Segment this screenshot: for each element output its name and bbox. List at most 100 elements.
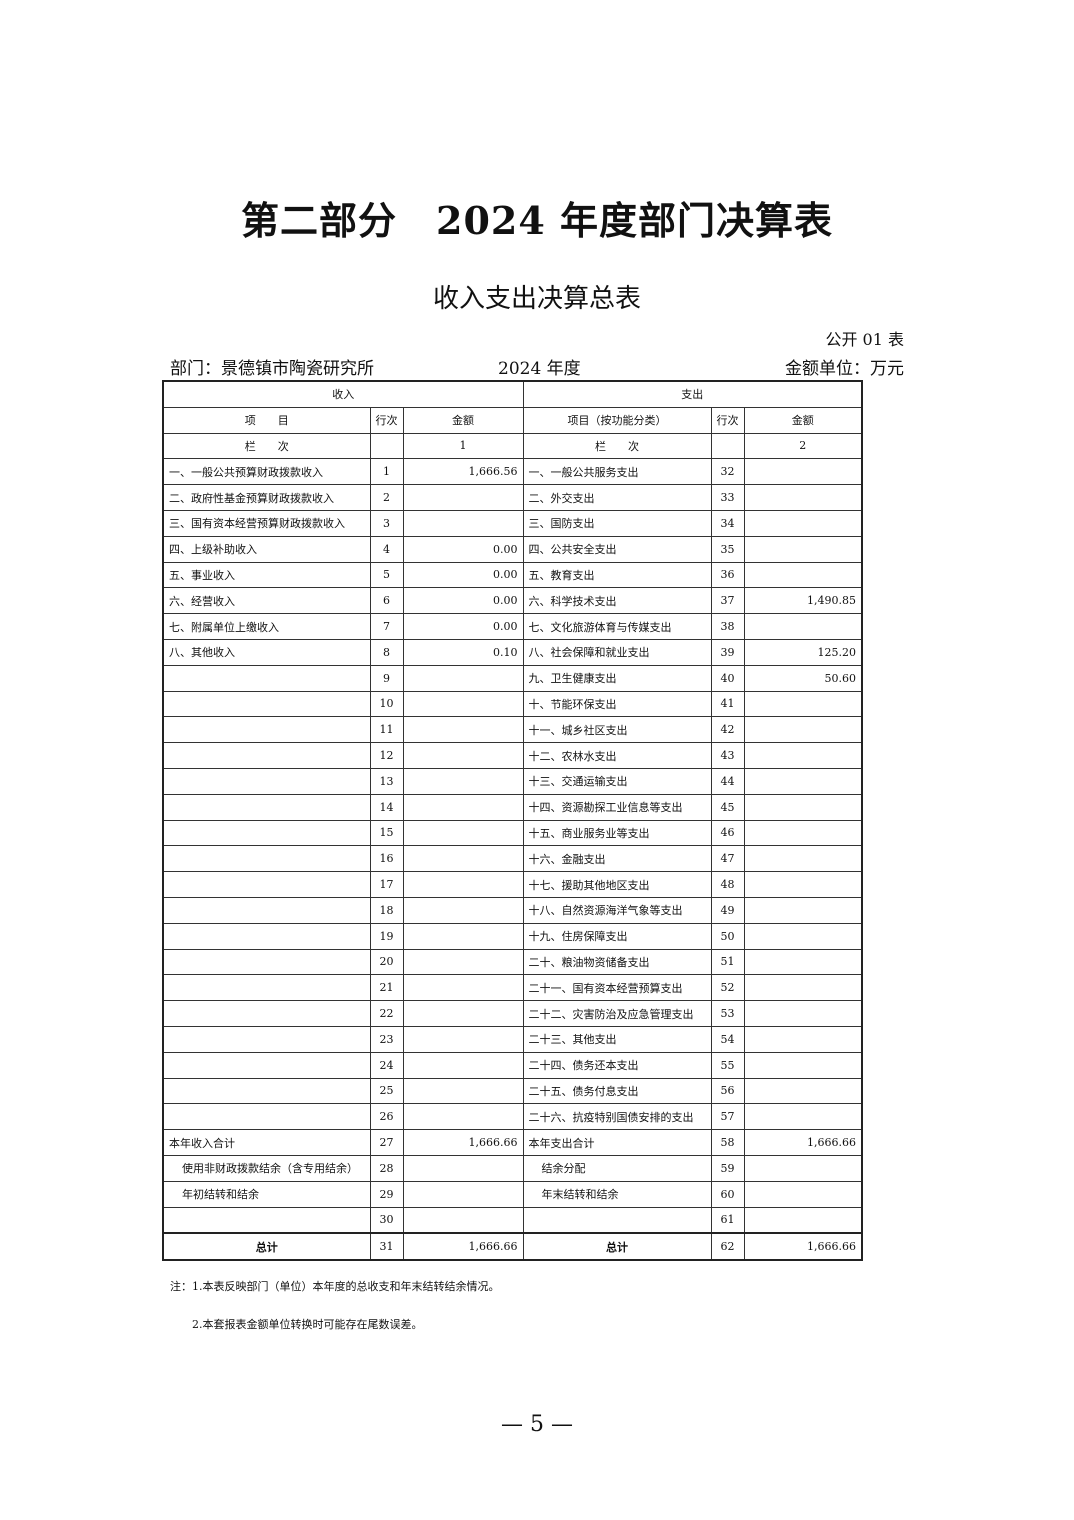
- income-amount: 1,666.66: [402, 1129, 524, 1156]
- expense-row-no: 60: [710, 1180, 745, 1208]
- table-number: 公开 01 表: [825, 330, 904, 349]
- income-item: 一、一般公共预算财政拨款收入: [162, 458, 371, 486]
- expense-item: 三、国防支出: [522, 509, 712, 537]
- expense-item: 九、卫生健康支出: [522, 664, 712, 692]
- income-row-no: 3: [369, 509, 404, 537]
- expense-row-no: 54: [710, 1025, 745, 1053]
- col-row-no: 行次: [369, 406, 404, 434]
- expense-row-no: 42: [710, 716, 745, 744]
- expense-item: 年末结转和结余: [522, 1180, 712, 1208]
- income-item: [162, 819, 371, 847]
- income-row-no: 12: [369, 742, 404, 769]
- income-amount: [402, 922, 524, 950]
- col-amount: 金额: [402, 406, 524, 434]
- expense-amount: [743, 1077, 863, 1105]
- expense-amount: [743, 509, 863, 537]
- table-row: 总计 31 1,666.66 总计 62 1,666.66: [162, 1232, 863, 1261]
- income-item: [162, 716, 371, 744]
- table-row: 八、其他收入 8 0.10 八、社会保障和就业支出 39 125.20: [162, 638, 863, 666]
- table-row: 13 十三、交通运输支出 44: [162, 767, 863, 795]
- expense-item: 七、文化旅游体育与传媒支出: [522, 613, 712, 640]
- income-item: 八、其他收入: [162, 638, 371, 666]
- income-row-no: 7: [369, 613, 404, 640]
- income-item: [162, 1206, 371, 1234]
- income-item: [162, 1103, 371, 1131]
- expense-amount: 50.60: [743, 664, 863, 692]
- income-amount: [402, 845, 524, 873]
- expense-amount: [743, 1154, 863, 1182]
- table-row: 14 十四、资源勘探工业信息等支出 45: [162, 793, 863, 821]
- income-item: [162, 767, 371, 795]
- table-row: 七、附属单位上缴收入 7 0.00 七、文化旅游体育与传媒支出 38: [162, 613, 863, 640]
- expense-row-no: 46: [710, 819, 745, 847]
- table-title: 收入支出决算总表: [432, 284, 641, 314]
- income-amount: 0.00: [402, 587, 524, 615]
- income-amount: [402, 1180, 524, 1208]
- table-row: 19 十九、住房保障支出 50: [162, 922, 863, 950]
- table-row: 12 十二、农林水支出 43: [162, 742, 863, 769]
- expense-row-no: 43: [710, 742, 745, 769]
- expense-row-no: 61: [710, 1206, 745, 1234]
- income-amount: [402, 1025, 524, 1053]
- table-row: 9 九、卫生健康支出 40 50.60: [162, 664, 863, 692]
- expense-item: 十四、资源勘探工业信息等支出: [522, 793, 712, 821]
- expense-amount: [743, 742, 863, 769]
- amount-unit: 金额单位：万元: [785, 359, 904, 379]
- expense-row-no: 37: [710, 587, 745, 615]
- table-row: 22 二十二、灾害防治及应急管理支出 53: [162, 1000, 863, 1027]
- expense-row-no: 36: [710, 561, 745, 589]
- expense-item: 二十四、债务还本支出: [522, 1051, 712, 1079]
- income-item: 五、事业收入: [162, 561, 371, 589]
- income-item: [162, 871, 371, 898]
- expense-row-no: 51: [710, 948, 745, 976]
- income-item: 本年收入合计: [162, 1129, 371, 1156]
- page-number: — 5 —: [501, 1412, 573, 1437]
- expense-item: 十九、住房保障支出: [522, 922, 712, 950]
- income-row-no: 21: [369, 974, 404, 1002]
- expense-row-no: 55: [710, 1051, 745, 1079]
- income-row-no: 1: [369, 458, 404, 486]
- expense-item: 二十三、其他支出: [522, 1025, 712, 1053]
- expense-row-no: 57: [710, 1103, 745, 1131]
- expense-item: 十七、援助其他地区支出: [522, 871, 712, 898]
- expense-row-no: 58: [710, 1129, 745, 1156]
- income-row-no: 11: [369, 716, 404, 744]
- table-row: 25 二十五、债务付息支出 56: [162, 1077, 863, 1105]
- income-amount: [402, 819, 524, 847]
- income-item: [162, 896, 371, 924]
- income-item: [162, 948, 371, 976]
- col-item: 项 目: [162, 406, 371, 434]
- income-row-no: 15: [369, 819, 404, 847]
- department: 部门：景德镇市陶瓷研究所: [170, 359, 374, 379]
- income-amount: [402, 484, 524, 511]
- table-row: 三、国有资本经营预算财政拨款收入 3 三、国防支出 34: [162, 509, 863, 537]
- col-row-no: 行次: [710, 406, 745, 434]
- income-amount: [402, 1154, 524, 1182]
- expense-item: 结余分配: [522, 1154, 712, 1182]
- income-row-no: 2: [369, 484, 404, 511]
- income-row-no: 13: [369, 767, 404, 795]
- expense-item: 本年支出合计: [522, 1129, 712, 1156]
- page-title: 第二部分 2024 年度部门决算表: [241, 198, 833, 243]
- income-amount: 0.00: [402, 535, 524, 563]
- table-row: 二、政府性基金预算财政拨款收入 2 二、外交支出 33: [162, 484, 863, 511]
- expense-amount: 1,666.66: [743, 1232, 863, 1261]
- table-row: 四、上级补助收入 4 0.00 四、公共安全支出 35: [162, 535, 863, 563]
- income-amount: [402, 1077, 524, 1105]
- income-row-no: 26: [369, 1103, 404, 1131]
- income-row-no: 8: [369, 638, 404, 666]
- expense-row-no: 49: [710, 896, 745, 924]
- income-item: [162, 793, 371, 821]
- income-row-no: 28: [369, 1154, 404, 1182]
- income-item: 七、附属单位上缴收入: [162, 613, 371, 640]
- income-item: 总计: [162, 1232, 371, 1261]
- income-amount: [402, 1206, 524, 1234]
- income-amount: [402, 716, 524, 744]
- expense-item: 二、外交支出: [522, 484, 712, 511]
- expense-item: 二十、粮油物资储备支出: [522, 948, 712, 976]
- expense-amount: [743, 690, 863, 718]
- expense-amount: 1,490.85: [743, 587, 863, 615]
- expense-item: 五、教育支出: [522, 561, 712, 589]
- expense-row-no: 45: [710, 793, 745, 821]
- income-row-no: 9: [369, 664, 404, 692]
